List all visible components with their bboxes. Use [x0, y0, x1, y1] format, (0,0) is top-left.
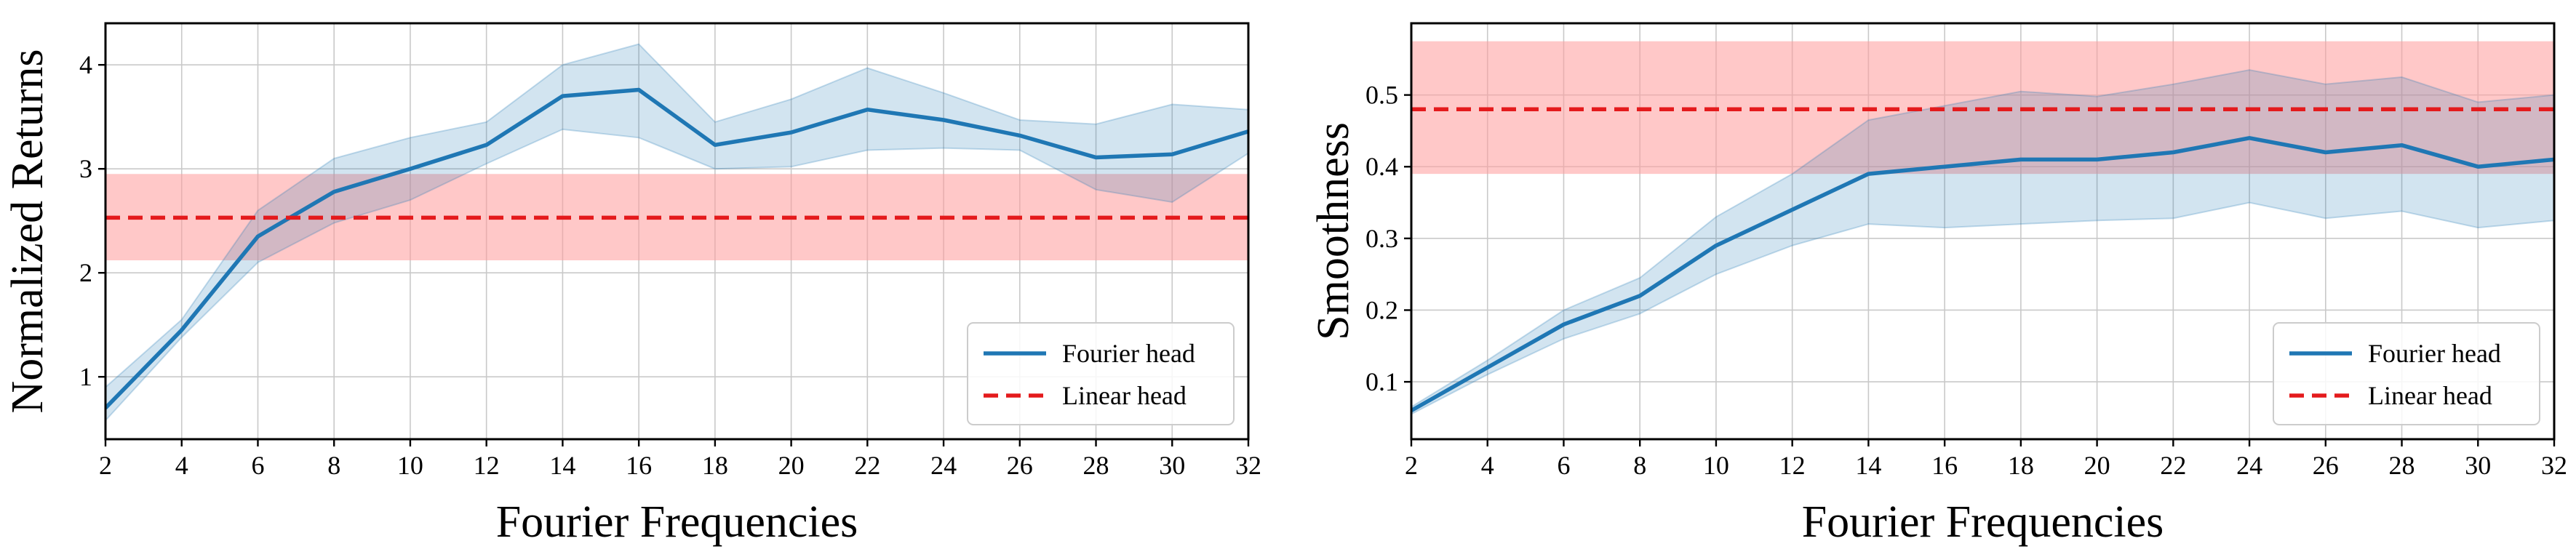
x-tick-label: 28 [1083, 451, 1109, 480]
x-tick-label: 24 [2236, 451, 2262, 480]
fourier-head-line [1411, 136, 2554, 412]
x-tick-label: 2 [99, 451, 112, 480]
y-tick-label: 0.3 [1365, 224, 1398, 253]
smoothness-axes-frame [1410, 22, 2556, 441]
fourier-head-confidence-band [1411, 69, 2554, 415]
x-tick-label: 12 [1779, 451, 1806, 480]
linear-head-legend-label: Linear head [2368, 381, 2492, 410]
smoothness-legend: Fourier head Linear head [2273, 322, 2540, 425]
y-tick-label: 0.2 [1365, 295, 1398, 324]
returns-x-axis-label: Fourier Frequencies [496, 497, 858, 547]
x-tick-label: 30 [2465, 451, 2491, 480]
smoothness-x-ticks: 2 4 6 8 10 12 14 16 18 20 22 24 26 28 30 32 [1405, 439, 2567, 480]
x-tick-label: 32 [2541, 451, 2567, 480]
x-tick-label: 22 [2160, 451, 2186, 480]
x-tick-label: 8 [1633, 451, 1646, 480]
x-tick-label: 20 [778, 451, 805, 480]
x-tick-label: 6 [1557, 451, 1570, 480]
x-tick-label: 32 [1235, 451, 1261, 480]
legend-box [967, 322, 1235, 425]
x-tick-label: 10 [1703, 451, 1729, 480]
y-tick-label: 2 [79, 258, 92, 287]
x-tick-label: 26 [1007, 451, 1033, 480]
x-tick-label: 2 [1405, 451, 1418, 480]
x-tick-label: 20 [2084, 451, 2110, 480]
x-tick-label: 24 [930, 451, 957, 480]
y-tick-label: 3 [79, 154, 92, 183]
smoothness-y-ticks: 0.1 0.2 0.3 0.4 0.5 [1365, 81, 1411, 396]
x-tick-label: 12 [474, 451, 500, 480]
y-tick-label: 0.4 [1365, 152, 1398, 181]
x-tick-label: 30 [1159, 451, 1185, 480]
x-tick-label: 16 [1931, 451, 1958, 480]
x-tick-label: 8 [327, 451, 340, 480]
smoothness-y-axis-label: Smoothness [1309, 122, 1358, 340]
fourier-head-confidence-band [105, 43, 1248, 422]
fourier-head-legend-label: Fourier head [2368, 339, 2501, 368]
x-tick-label: 10 [397, 451, 423, 480]
x-tick-label: 16 [626, 451, 652, 480]
x-tick-label: 4 [1481, 451, 1494, 480]
smoothness-chart-panel: 2 4 6 8 10 12 14 16 18 20 22 24 26 28 30 320.10.20.30.4… [1309, 22, 2567, 547]
y-tick-label: 0.5 [1365, 81, 1398, 110]
smoothness-plot-area [1411, 41, 2554, 415]
x-tick-label: 26 [2313, 451, 2339, 480]
returns-y-ticks: 1 2 3 4 [79, 50, 105, 391]
smoothness-x-axis-label: Fourier Frequencies [1802, 497, 2164, 547]
x-tick-label: 14 [549, 451, 575, 480]
x-tick-label: 4 [175, 451, 188, 480]
x-tick-label: 6 [251, 451, 264, 480]
returns-y-axis-label: Normalized Returns [3, 49, 52, 413]
returns-chart-panel: 2 4 6 8 10 12 14 16 18 20 22 24 26 28 30 321234Fourier … [3, 22, 1261, 547]
returns-axes-frame [104, 22, 1250, 441]
y-tick-label: 1 [79, 362, 92, 391]
fourier-head-legend-label: Fourier head [1062, 339, 1195, 368]
x-tick-label: 18 [2008, 451, 2034, 480]
returns-x-ticks: 2 4 6 8 10 12 14 16 18 20 22 24 26 28 30 32 [99, 439, 1261, 480]
x-tick-label: 22 [854, 451, 880, 480]
y-tick-label: 0.1 [1365, 367, 1398, 396]
linear-head-legend-label: Linear head [1062, 381, 1187, 410]
legend-box [2273, 322, 2540, 425]
fourier-head-line [105, 87, 1248, 410]
x-tick-label: 14 [1855, 451, 1881, 480]
x-tick-label: 28 [2389, 451, 2415, 480]
y-tick-label: 4 [79, 50, 92, 79]
returns-legend: Fourier head Linear head [967, 322, 1235, 425]
x-tick-label: 18 [702, 451, 728, 480]
returns-plot-area [105, 43, 1248, 422]
